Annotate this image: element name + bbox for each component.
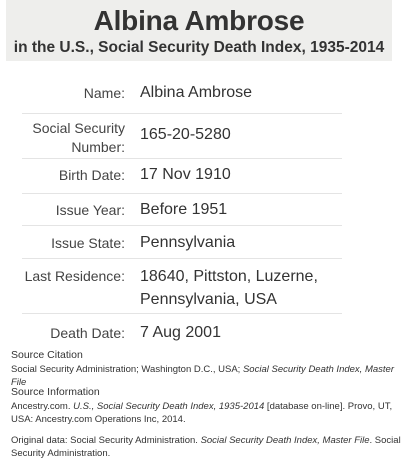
row-divider bbox=[22, 158, 342, 159]
row-divider bbox=[22, 258, 342, 259]
source-citation-text: Social Security Administration; Washingt… bbox=[11, 363, 403, 389]
original-data: Original data: Social Security Administr… bbox=[11, 434, 403, 460]
original-data-part3: . Social Security Administration. bbox=[11, 435, 401, 459]
record-row-death-date: Death Date: 7 Aug 2001 bbox=[0, 314, 409, 348]
record-label: Last Residence: bbox=[24, 268, 125, 284]
record-row-ssn: Social Security Number: 165-20-5280 bbox=[0, 114, 409, 159]
row-divider bbox=[22, 113, 342, 114]
source-citation: Source Citation Social Security Administ… bbox=[11, 348, 403, 389]
record-value: Pennsylvania bbox=[140, 234, 236, 251]
record-row-birth-date: Birth Date: 17 Nov 1910 bbox=[0, 159, 409, 194]
record-label: Death Date: bbox=[50, 325, 125, 341]
original-data-text: Original data: Social Security Administr… bbox=[11, 434, 403, 460]
record-table: Name: Albina Ambrose Social Security Num… bbox=[0, 78, 409, 348]
page-title: Albina Ambrose bbox=[93, 5, 305, 36]
row-divider bbox=[22, 313, 342, 314]
source-information: Source Information Ancestry.com. U.S., S… bbox=[11, 385, 403, 426]
record-row-name: Name: Albina Ambrose bbox=[0, 78, 409, 114]
record-label: Birth Date: bbox=[58, 167, 125, 183]
record-row-issue-state: Issue State: Pennsylvania bbox=[0, 226, 409, 259]
record-value: 165-20-5280 bbox=[140, 126, 231, 143]
record-value: Albina Ambrose bbox=[140, 84, 253, 101]
original-data-part1: Original data: Social Security Administr… bbox=[11, 435, 201, 446]
source-information-italic: U.S., Social Security Death Index, 1935-… bbox=[73, 401, 265, 412]
source-citation-heading: Source Citation bbox=[11, 349, 83, 361]
row-divider bbox=[22, 225, 342, 226]
source-information-part3: [database on-line]. Provo, UT, USA: Ance… bbox=[11, 401, 393, 425]
source-information-part1: Ancestry.com. bbox=[11, 401, 74, 412]
original-data-italic: Social Security Death Index, Master File bbox=[200, 435, 370, 446]
record-value: 18640, Pittston, Luzerne, Pennsylvania, … bbox=[140, 268, 318, 308]
record-value: 17 Nov 1910 bbox=[140, 166, 231, 183]
record-row-issue-year: Issue Year: Before 1951 bbox=[0, 194, 409, 226]
source-information-text: Ancestry.com. U.S., Social Security Deat… bbox=[11, 400, 403, 426]
source-citation-italic: Social Security Death Index, Master File bbox=[11, 364, 394, 388]
record-value: 7 Aug 2001 bbox=[140, 324, 221, 341]
collection-subtitle: in the U.S., Social Security Death Index… bbox=[13, 39, 385, 56]
source-information-heading: Source Information bbox=[11, 386, 100, 398]
record-label: Issue State: bbox=[51, 235, 125, 251]
record-label: Issue Year: bbox=[55, 202, 125, 218]
record-label: Name: bbox=[83, 85, 125, 101]
record-header: Albina Ambrose in the U.S., Social Secur… bbox=[6, 0, 392, 61]
source-citation-plain: Social Security Administration; Washingt… bbox=[11, 364, 243, 375]
record-row-last-residence: Last Residence: 18640, Pittston, Luzerne… bbox=[0, 259, 409, 314]
record-value: Before 1951 bbox=[140, 201, 228, 218]
record-label: Social Security Number: bbox=[32, 120, 125, 155]
row-divider bbox=[22, 193, 342, 194]
